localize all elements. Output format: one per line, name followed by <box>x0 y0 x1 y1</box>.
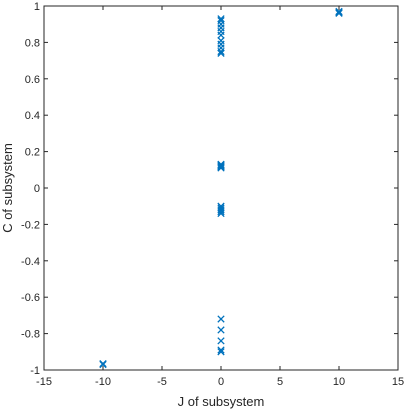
data-point-x-marker <box>217 326 225 334</box>
x-axis-label: J of subsystem <box>178 394 265 409</box>
y-tick-label: -1 <box>30 365 40 377</box>
x-tick-label: 10 <box>333 376 345 388</box>
data-point-x-marker <box>99 359 107 368</box>
x-axis: -15 -10 -5 0 5 10 15 <box>36 6 404 388</box>
data-point-x-marker <box>217 31 225 39</box>
y-tick-label: 0 <box>34 183 40 195</box>
y-tick-label: 0.2 <box>25 147 40 159</box>
x-tick-label: 0 <box>218 376 224 388</box>
data-point-x-marker <box>217 348 225 356</box>
data-point-x-marker <box>217 47 225 56</box>
y-tick-label: 1 <box>34 1 40 13</box>
data-point-x-marker <box>217 15 225 23</box>
data-point-x-marker <box>217 209 225 218</box>
data-point-x-marker <box>217 208 225 216</box>
y-tick-label: -0.4 <box>21 256 40 268</box>
x-tick-label: -10 <box>95 376 111 388</box>
y-tick-label: 0.8 <box>25 37 40 49</box>
y-axis: -1 -0.8 -0.6 -0.4 -0.2 0 0.2 0.4 0.6 0.8 1 <box>21 1 398 377</box>
x-tick-label: -15 <box>36 376 52 388</box>
y-axis-label: C of subsystem <box>0 143 15 233</box>
data-point-x-marker <box>217 49 225 57</box>
y-tick-label: -0.6 <box>21 292 40 304</box>
y-tick-label: 0.6 <box>25 74 40 86</box>
data-point-x-marker <box>217 315 225 323</box>
y-tick-label: -0.2 <box>21 219 40 231</box>
x-tick-label: -5 <box>157 376 167 388</box>
data-point-x-marker <box>217 164 225 172</box>
data-points <box>99 7 343 369</box>
y-tick-label: -0.8 <box>21 329 40 341</box>
y-tick-label: 0.4 <box>25 110 40 122</box>
data-point-x-marker <box>217 346 225 354</box>
x-tick-label: 15 <box>392 376 404 388</box>
data-point-x-marker <box>217 337 225 345</box>
plot-area <box>43 5 399 371</box>
x-tick-label: 5 <box>277 376 283 388</box>
data-point-x-marker <box>335 9 343 17</box>
